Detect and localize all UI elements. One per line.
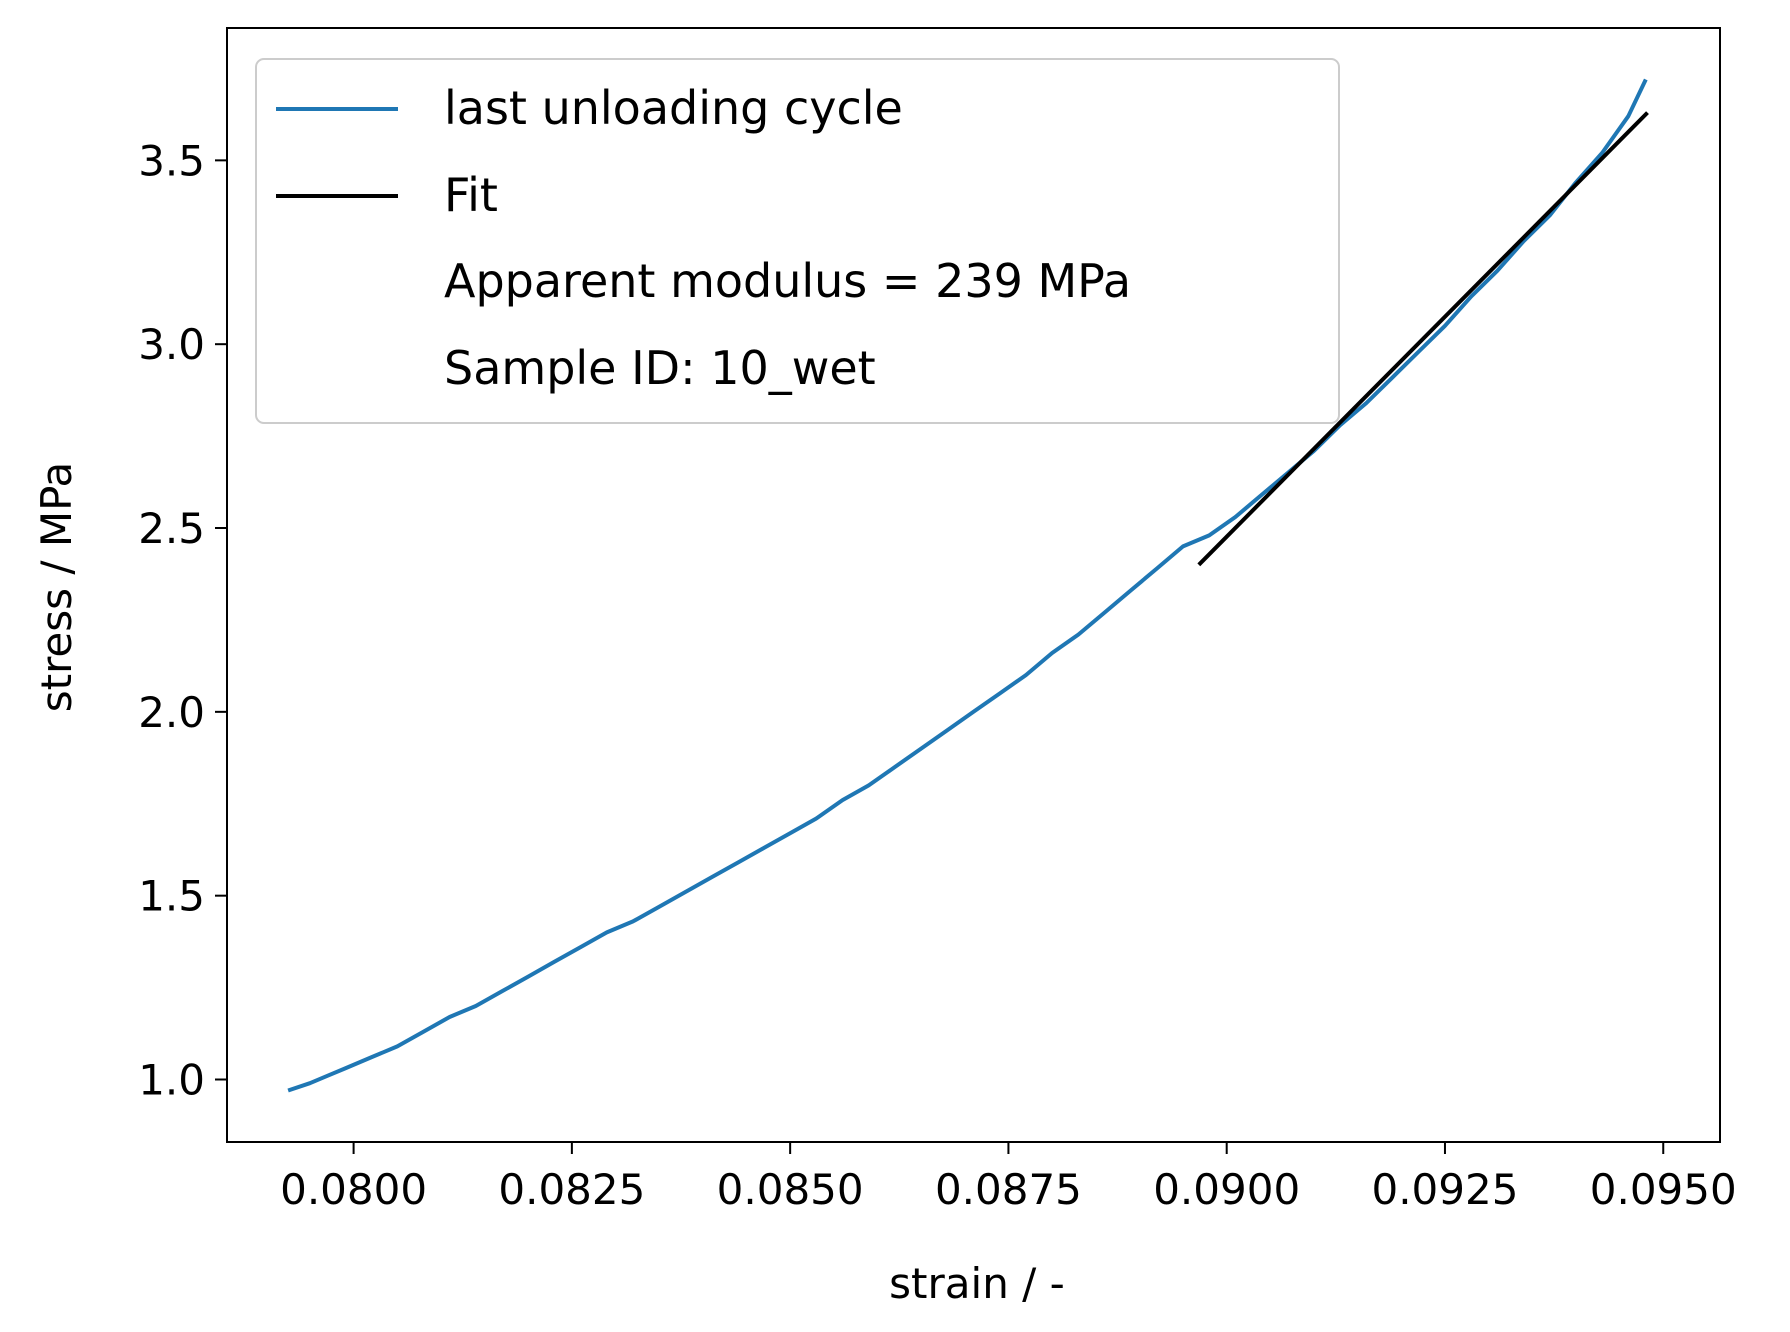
axes-frame: [226, 27, 1721, 1143]
y-tick-label: 1.5: [138, 872, 205, 921]
x-tick-label: 0.0950: [1590, 1165, 1737, 1214]
x-tick-label: 0.0825: [498, 1165, 645, 1214]
tick-layer: 0.0800 0.0825 0.0850 0.0875 0.0900 0.0925 0.09…: [138, 136, 1737, 1214]
axes-frame-layer: [226, 27, 1721, 1143]
y-tick-label: 2.0: [138, 688, 205, 737]
x-tick-label: 0.0925: [1371, 1165, 1518, 1214]
legend-box: [255, 58, 1340, 424]
x-tick-label: 0.0900: [1153, 1165, 1300, 1214]
series-line-fit: [1197, 111, 1649, 567]
plot-layer: [287, 78, 1649, 1093]
legend-label-sample-id: Sample ID: 10_wet: [444, 341, 876, 395]
legend: last unloading cycle Fit Apparent modulus …: [255, 58, 1340, 424]
x-tick-label: 0.0850: [717, 1165, 864, 1214]
y-tick-label: 3.5: [138, 136, 205, 185]
legend-label-last-unloading-cycle: last unloading cycle: [444, 81, 903, 135]
x-tick-label: 0.0800: [280, 1165, 427, 1214]
y-tick-label: 3.0: [138, 320, 205, 369]
x-axis-label: strain / -: [889, 1259, 1065, 1308]
series-line-last-unloading-cycle: [287, 78, 1648, 1093]
y-axis-label: stress / MPa: [32, 462, 81, 713]
y-tick-label: 1.0: [138, 1055, 205, 1104]
x-tick-label: 0.0875: [935, 1165, 1082, 1214]
legend-label-apparent-modulus: Apparent modulus = 239 MPa: [444, 254, 1131, 308]
legend-label-fit: Fit: [444, 168, 498, 222]
y-tick-label: 2.5: [138, 504, 205, 553]
